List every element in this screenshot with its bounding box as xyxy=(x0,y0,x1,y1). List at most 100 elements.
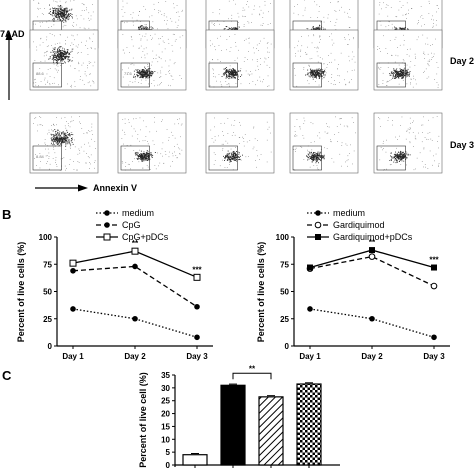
flow-dot xyxy=(396,70,398,72)
flow-dot xyxy=(64,125,66,127)
flow-dot xyxy=(147,77,149,79)
flow-dot xyxy=(402,152,404,153)
flow-dot xyxy=(67,10,69,12)
flow-dot xyxy=(307,151,309,152)
flow-dot xyxy=(85,162,87,164)
flow-dot xyxy=(124,52,125,54)
flow-dot xyxy=(59,138,61,140)
flow-dot xyxy=(436,116,438,117)
flow-dot xyxy=(400,155,402,157)
flow-dot xyxy=(401,153,402,155)
flow-dot xyxy=(56,134,58,135)
flow-dot xyxy=(320,73,321,75)
flow-dot xyxy=(69,9,71,11)
flow-dot xyxy=(143,156,145,158)
flow-dot xyxy=(345,143,347,145)
flow-dot xyxy=(256,166,257,168)
flow-dot xyxy=(400,69,401,71)
flow-dot xyxy=(311,153,313,155)
flow-dot xyxy=(227,155,229,157)
flow-dot xyxy=(65,14,66,16)
flow-dot xyxy=(353,38,354,40)
flow-dot xyxy=(402,76,404,77)
flow-dot xyxy=(143,6,145,7)
flow-dot xyxy=(314,1,315,3)
flow-dot xyxy=(403,160,405,162)
flow-dot xyxy=(141,71,142,72)
flow-dot xyxy=(78,148,80,150)
flow-dot xyxy=(232,69,234,70)
flow-dot xyxy=(141,158,143,160)
flow-dot xyxy=(67,7,68,9)
flow-dot xyxy=(88,157,90,159)
flow-dot xyxy=(227,154,229,156)
flow-dot xyxy=(137,152,139,154)
flow-dot xyxy=(224,167,226,168)
flow-dot xyxy=(179,153,181,155)
flow-dot xyxy=(239,157,240,159)
flow-dot xyxy=(52,136,54,138)
flow-dot xyxy=(409,75,410,76)
flow-dot xyxy=(55,59,57,61)
flow-dot xyxy=(168,65,170,67)
flow-dot xyxy=(92,41,93,42)
flow-dot xyxy=(320,159,322,161)
flow-dot xyxy=(160,70,161,72)
flow-dot xyxy=(64,10,66,12)
flow-dot xyxy=(402,152,404,154)
flow-dot xyxy=(62,52,64,54)
flow-dot xyxy=(89,131,91,132)
flow-dot xyxy=(39,22,41,23)
flow-dot xyxy=(53,135,55,137)
flow-dot xyxy=(396,156,398,158)
flow-dot xyxy=(154,9,155,10)
flow-dot xyxy=(54,49,56,51)
flow-dot xyxy=(352,163,353,165)
flow-dot xyxy=(164,48,166,50)
flow-dot xyxy=(135,152,137,154)
flow-dot xyxy=(423,51,425,53)
flow-dot xyxy=(422,34,424,36)
flow-dot xyxy=(236,160,238,162)
flow-dot xyxy=(298,40,299,42)
flow-dot xyxy=(403,156,405,158)
flow-dot xyxy=(402,157,404,159)
flow-dot xyxy=(54,35,55,37)
flow-dot xyxy=(395,77,397,79)
flow-dot xyxy=(401,71,403,73)
flow-dot xyxy=(140,28,142,30)
flow-dot xyxy=(310,158,311,159)
flow-dot xyxy=(145,152,147,153)
flow-dot xyxy=(147,71,149,73)
flow-dot xyxy=(179,75,181,76)
flow-dot xyxy=(409,72,411,74)
flow-dot xyxy=(398,161,400,162)
flow-dot xyxy=(176,12,177,13)
flow-dot xyxy=(398,73,400,75)
flow-dot xyxy=(145,33,147,35)
flow-dot xyxy=(264,57,266,59)
flow-dot xyxy=(401,71,403,72)
flow-dot xyxy=(53,8,55,10)
flow-dot xyxy=(234,153,236,155)
flow-dot xyxy=(63,58,65,60)
flow-dot xyxy=(304,9,306,11)
flow-dot xyxy=(411,78,412,80)
flow-dot xyxy=(321,72,323,73)
flow-dot xyxy=(294,47,296,49)
flow-dot xyxy=(176,5,178,6)
flow-dot xyxy=(140,159,142,160)
flow-dot xyxy=(351,79,352,80)
flow-dot xyxy=(62,12,63,14)
flow-dot xyxy=(72,24,73,26)
flow-dot xyxy=(248,156,249,157)
flow-dot xyxy=(222,148,224,149)
flow-dot xyxy=(323,63,325,65)
flow-dot xyxy=(322,78,323,80)
flow-dot xyxy=(228,73,230,75)
flow-dot xyxy=(53,59,55,60)
flow-dot xyxy=(132,57,134,59)
flow-dot xyxy=(63,14,65,16)
flow-dot xyxy=(407,72,409,73)
flow-dot xyxy=(213,24,214,25)
